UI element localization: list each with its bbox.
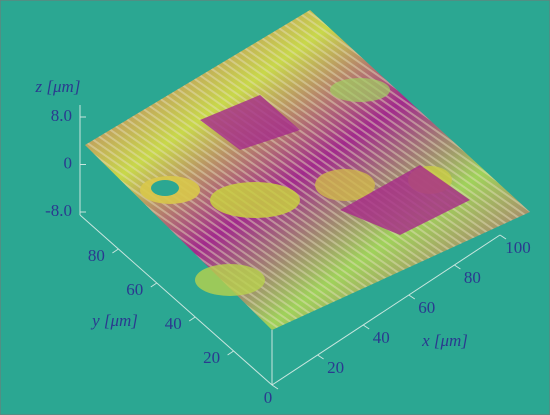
y-tick-label: 60	[126, 280, 143, 299]
z-tick-label: -8.0	[45, 201, 72, 220]
x-tick-label: 60	[418, 298, 435, 317]
z-tick-label: 8.0	[51, 106, 72, 125]
x-tick-label: 40	[373, 328, 390, 347]
z-axis-label: z [μm]	[35, 77, 81, 96]
x-axis-label: x [μm]	[421, 331, 468, 350]
y-tick-label: 20	[203, 348, 220, 367]
x-tick-label: 100	[505, 238, 531, 257]
x-tick-label: 80	[464, 268, 481, 287]
y-tick-label: 80	[88, 246, 105, 265]
chart: z [μm] y [μm] x [μm] 0 20 40 60 80 100 20 40 60 8…	[0, 0, 550, 415]
y-axis-label: y [μm]	[90, 311, 138, 330]
x-tick-label: 20	[327, 358, 344, 377]
z-tick-label: 0	[64, 153, 73, 172]
y-tick-label: 40	[165, 314, 182, 333]
x-tick-label: 0	[264, 388, 273, 407]
